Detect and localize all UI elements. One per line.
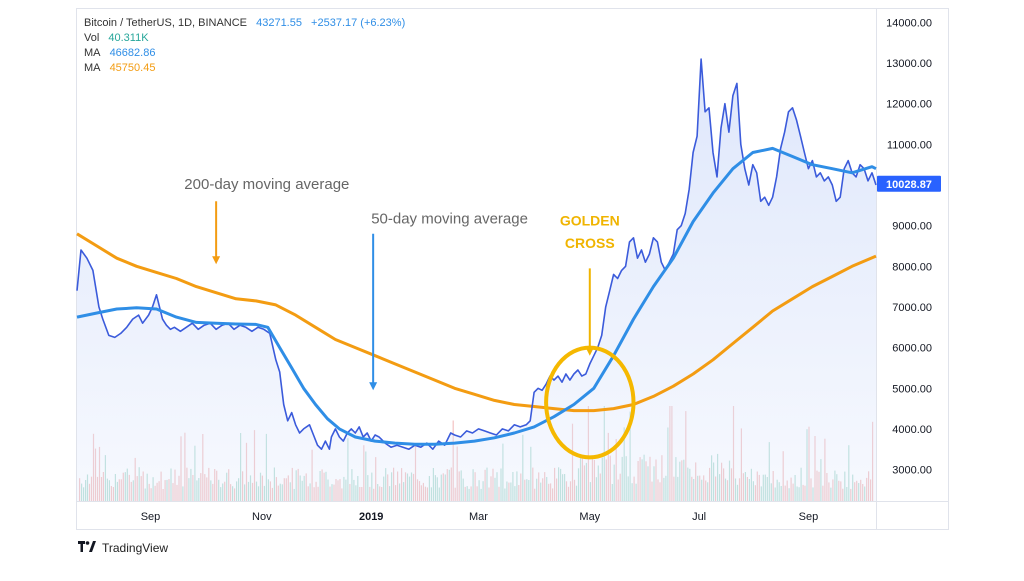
x-tick-label: Sep [141,511,161,523]
tradingview-brand[interactable]: TradingView [78,540,168,555]
x-tick-label: Jul [692,511,706,523]
annotation-label: GOLDEN [560,213,620,229]
y-tick-label: 14000.00 [886,17,932,29]
y-tick-label: 9000.00 [892,221,932,233]
ma200-label: MA [84,62,101,74]
annotation-arrow-head [585,347,594,356]
annotations: 200-day moving average 50-day moving aver… [184,176,636,460]
ma50-line [76,146,877,446]
y-tick-label: 11000.00 [887,139,932,151]
y-tick-label: 4000.00 [892,424,932,436]
annotation-arrow-head [369,382,378,391]
annotation-label: CROSS [565,235,615,251]
x-tick-label: May [579,511,600,523]
ma50-value: 46682.86 [109,47,156,59]
annotation-label: 200-day moving average [184,176,349,193]
legend-volume-row[interactable]: Vol 40.311K [84,31,405,46]
price-area-group [77,59,876,501]
x-tick-label: Sep [799,511,819,523]
price-area [77,59,876,501]
y-tick-label: 7000.00 [892,302,932,314]
y-tick-label: 12000.00 [886,99,932,111]
golden-cross-circle [544,345,636,460]
price-change: +2537.17 (+6.23%) [311,17,406,29]
brand-name: TradingView [102,540,169,555]
legend-ma200-row[interactable]: MA 45750.45 [84,61,405,76]
y-tick-label: 3000.00 [892,465,932,477]
annotation-arrow-head [212,256,221,265]
last-price-badge [877,175,941,192]
price-axis: 14000.0013000.0012000.0011000.0010000.00… [877,17,941,477]
y-tick-label: 6000.00 [892,343,932,355]
legend-ma50-row[interactable]: MA 46682.86 [84,46,405,61]
y-tick-label: 5000.00 [892,383,932,395]
symbol-title[interactable]: Bitcoin / TetherUS, 1D, BINANCE [84,17,248,29]
x-tick-label: Mar [469,511,488,523]
ma200-line [76,232,877,413]
tradingview-logo-icon [78,540,96,555]
x-tick-label: Nov [252,511,272,523]
legend-symbol-row: Bitcoin / TetherUS, 1D, BINANCE 43271.55… [84,16,405,31]
chart-legend: Bitcoin / TetherUS, 1D, BINANCE 43271.55… [84,16,405,76]
series-lines [76,58,877,450]
volume-value: 40.311K [108,32,149,44]
ma200-value: 45750.45 [109,62,156,74]
last-price: 43271.55 [256,17,302,29]
y-tick-label: 8000.00 [892,261,932,273]
chart-frame [76,8,949,530]
annotation-label: 50-day moving average [371,211,528,228]
time-axis: Sep Nov 2019 Mar May Jul Sep [141,511,818,523]
y-tick-label: 13000.00 [886,58,932,70]
volume-label: Vol [84,32,100,44]
last-price-label: 10028.87 [886,179,932,191]
x-tick-label: 2019 [359,511,383,523]
ma50-label: MA [84,47,101,59]
